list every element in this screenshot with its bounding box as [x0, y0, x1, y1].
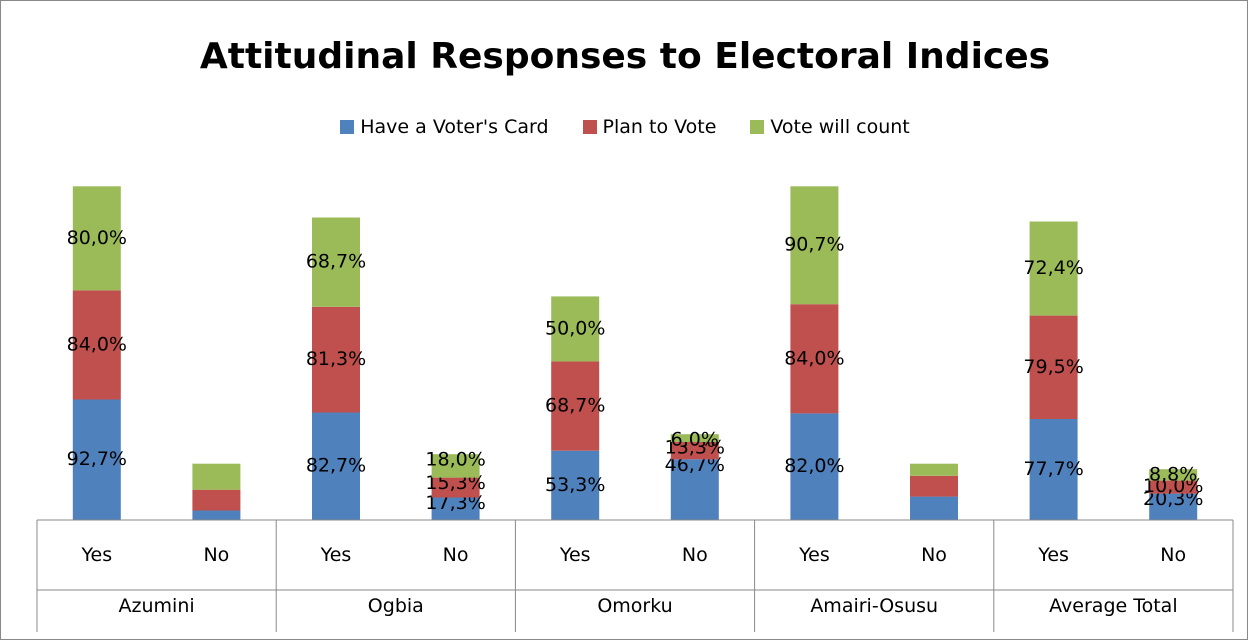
bar-segment	[1149, 493, 1198, 520]
bar-segment	[192, 489, 241, 511]
data-label: 82,0%	[784, 455, 844, 477]
bar-segment	[910, 496, 958, 520]
x-tick-label: No	[443, 544, 469, 566]
bar-segment	[431, 497, 480, 520]
legend-swatch	[582, 120, 597, 134]
x-group-label: Amairi-Osusu	[810, 595, 938, 617]
legend-label: Plan to Vote	[602, 116, 717, 138]
x-tick-label: No	[921, 544, 947, 566]
bar-segment	[1029, 221, 1078, 316]
x-tick-label: No	[682, 544, 708, 566]
x-tick-label: Yes	[80, 544, 112, 566]
bar-segment	[312, 217, 360, 307]
x-group-label: Azumini	[119, 595, 195, 617]
x-tick-label: Yes	[798, 544, 830, 566]
bar-segment	[910, 463, 958, 476]
bar-segment	[1029, 315, 1078, 419]
bar-segment	[192, 510, 241, 520]
bar-segment	[670, 442, 719, 460]
x-tick-label: No	[203, 544, 229, 566]
legend-label: Have a Voter's Card	[360, 116, 549, 138]
data-label: 92,7%	[67, 448, 127, 470]
legend-item: Have a Voter's Card	[340, 116, 549, 138]
bar-segment	[72, 290, 121, 400]
chart-legend: Have a Voter's Card Plan to Vote Vote will…	[0, 116, 1250, 138]
data-label: 68,7%	[306, 251, 366, 273]
data-label: 68,7%	[545, 395, 605, 417]
legend-item: Plan to Vote	[582, 116, 717, 138]
chart-title: Attitudinal Responses to Electoral Indic…	[199, 36, 1051, 77]
bar-segment	[551, 450, 600, 520]
bar-segment	[1029, 419, 1078, 520]
x-group-label: Omorku	[597, 595, 672, 617]
data-label: 82,7%	[306, 455, 366, 477]
data-label: 8,8%	[1149, 464, 1197, 486]
bar-segment	[790, 304, 839, 414]
bar-segment	[670, 459, 719, 520]
bar-segment	[790, 186, 839, 305]
data-label: 72,4%	[1023, 257, 1083, 279]
data-label: 79,5%	[1023, 356, 1083, 378]
bar-segment	[72, 399, 121, 520]
x-group-label: Average Total	[1049, 595, 1177, 617]
legend-label: Vote will count	[770, 116, 910, 138]
data-label: 84,0%	[67, 333, 127, 355]
data-label: 80,0%	[67, 227, 127, 249]
x-tick-label: Yes	[1037, 544, 1069, 566]
data-label: 84,0%	[784, 347, 844, 369]
bar-segment	[1149, 480, 1198, 494]
data-label: 6,0%	[671, 429, 719, 451]
bar-segment	[431, 454, 480, 478]
bar-segment	[670, 434, 719, 442]
bar-segment	[551, 361, 600, 451]
data-label: 90,7%	[784, 234, 844, 256]
data-label: 53,3%	[545, 474, 605, 496]
x-group-label: Ogbia	[368, 595, 424, 617]
bar-segment	[790, 413, 839, 520]
x-tick-label: Yes	[559, 544, 591, 566]
bar-segment	[312, 412, 360, 520]
data-label: 18,0%	[425, 449, 485, 471]
bar-segment	[910, 475, 958, 497]
bar-segment	[192, 463, 241, 490]
data-label: 50,0%	[545, 317, 605, 339]
bar-segment	[431, 477, 480, 498]
bar-segment	[1149, 469, 1198, 481]
x-tick-label: Yes	[320, 544, 352, 566]
bar-segment	[551, 296, 600, 362]
data-label: 77,7%	[1023, 458, 1083, 480]
bar-segment	[312, 306, 360, 413]
legend-swatch	[750, 120, 765, 134]
x-tick-label: No	[1160, 544, 1186, 566]
bar-segment	[72, 186, 121, 291]
legend-item: Vote will count	[750, 116, 910, 138]
legend-swatch	[340, 120, 355, 134]
data-label: 81,3%	[306, 348, 366, 370]
